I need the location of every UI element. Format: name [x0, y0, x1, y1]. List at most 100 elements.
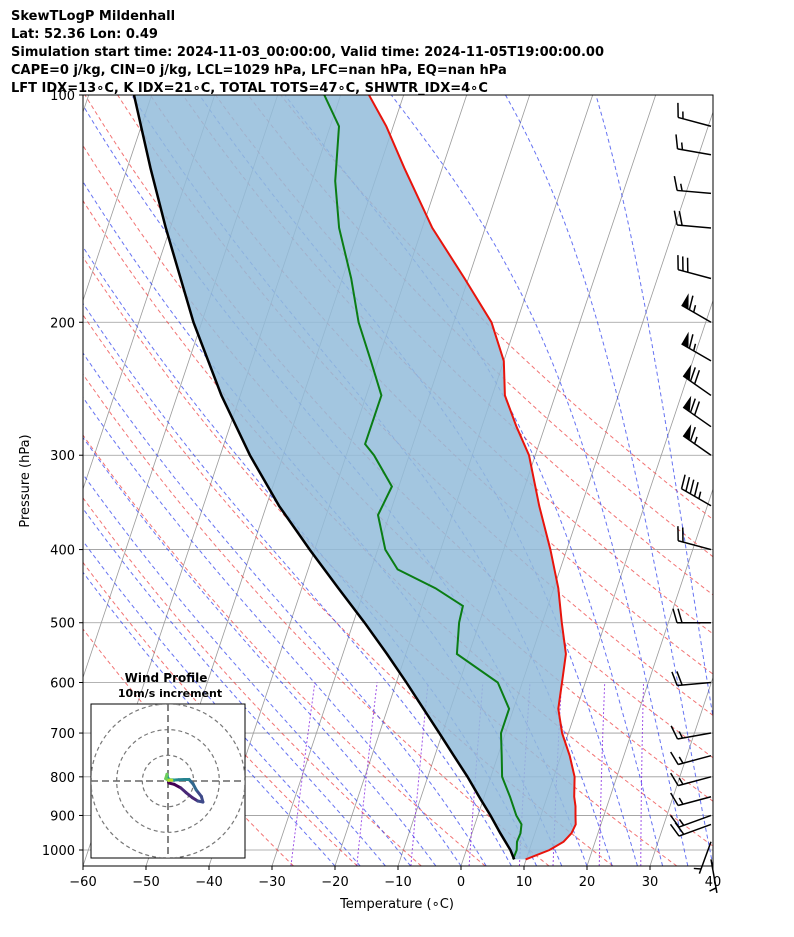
wind-barb	[670, 792, 712, 807]
barb-half	[693, 867, 702, 870]
moist-adiabat	[505, 95, 713, 866]
moist-adiabat	[83, 302, 512, 866]
barb-full	[693, 369, 701, 385]
axis-ticks: −60 −50 −40 −30 −20 −10 0 10 20 30 40 1000 900 800 700…	[42, 89, 721, 890]
barb-staff	[677, 732, 712, 740]
mixing-ratio-line	[598, 682, 606, 866]
mixing-ratio-line	[640, 682, 644, 866]
isotherm-line	[712, 864, 713, 866]
wind-barb	[682, 364, 712, 397]
wind-barb	[671, 671, 712, 687]
y-tick-label: 700	[50, 727, 75, 742]
wind-barb	[673, 176, 712, 195]
barb-full	[693, 481, 699, 497]
barb-staff	[678, 823, 712, 837]
barb-staff	[677, 795, 712, 807]
wind-barb	[680, 474, 712, 507]
x-tick-label: 40	[705, 875, 722, 890]
cape-cin-indices: CAPE=0 j/kg, CIN=0 j/kg, LCL=1029 hPa, L…	[11, 63, 507, 78]
wind-barb	[670, 751, 712, 766]
x-tick-label: 20	[579, 875, 596, 890]
barb-staff	[710, 859, 718, 893]
y-axis-label: Pressure (hPa)	[18, 434, 33, 527]
barb-half	[678, 819, 685, 826]
moist-adiabat	[83, 352, 487, 866]
dry-adiabat	[83, 373, 550, 866]
hodograph-inset: Wind Profile 10m/s increment	[90, 671, 246, 859]
barb-full	[670, 772, 679, 787]
barb-full	[677, 608, 683, 623]
barb-staff	[677, 776, 712, 787]
sounding-header: SkewTLogP Mildenhall Lat: 52.36 Lon: 0.4…	[11, 8, 604, 98]
barb-staff	[677, 224, 712, 229]
temperature-line	[368, 95, 577, 861]
wind-barb	[693, 841, 712, 874]
dry-adiabat	[83, 434, 486, 866]
barb-full	[678, 210, 683, 226]
y-tick-label: 300	[50, 449, 75, 464]
y-tick-label: 600	[50, 677, 75, 692]
barb-full	[670, 751, 679, 765]
barb-full	[689, 367, 696, 382]
y-tick-label: 200	[50, 316, 75, 331]
barb-half	[678, 797, 684, 805]
hodograph-title: Wind Profile	[125, 671, 208, 685]
barb-full	[670, 792, 679, 806]
barb-half	[698, 491, 702, 499]
wind-barbs	[669, 102, 718, 893]
moist-adiabat	[83, 507, 386, 866]
x-tick-label: −20	[321, 875, 348, 890]
barb-half	[678, 756, 684, 764]
y-tick-label: 900	[50, 809, 75, 824]
moist-adiabat	[83, 571, 336, 866]
wind-barb	[677, 255, 712, 280]
barb-flag	[683, 364, 692, 381]
barb-staff	[677, 681, 712, 687]
barb-full	[689, 479, 695, 494]
wind-barb	[669, 814, 712, 828]
wind-barb	[670, 772, 712, 787]
barb-staff	[677, 268, 712, 280]
y-tick-label: 800	[50, 771, 75, 786]
barb-flag	[683, 395, 692, 412]
barb-half	[692, 343, 697, 352]
isotherm-line	[649, 676, 713, 866]
dry-adiabat	[117, 95, 713, 716]
y-tick-label: 100	[50, 89, 75, 104]
mixing-ratio-line	[290, 682, 316, 866]
barb-full	[689, 398, 696, 413]
barb-full	[693, 401, 701, 416]
barb-full	[688, 334, 694, 349]
barb-full	[670, 725, 679, 740]
wind-barb	[682, 395, 712, 428]
barb-full	[673, 176, 678, 191]
barb-full	[676, 671, 683, 686]
moist-adiabat	[83, 396, 462, 866]
x-tick-label: −60	[69, 875, 96, 890]
lat-lon: Lat: 52.36 Lon: 0.49	[11, 27, 158, 42]
barb-half	[678, 731, 684, 739]
barb-full	[671, 671, 678, 686]
wind-barb	[677, 102, 712, 127]
isotherm-line	[586, 487, 713, 866]
barb-staff	[682, 375, 712, 397]
station-title: SkewTLogP Mildenhall	[11, 9, 176, 24]
x-tick-label: −10	[384, 875, 411, 890]
barb-full	[675, 134, 679, 149]
x-tick-label: 0	[457, 875, 465, 890]
barb-full	[673, 210, 678, 226]
x-axis-label: Temperature (∘C)	[339, 897, 454, 912]
parcel-line	[132, 95, 516, 860]
y-tick-label: 400	[50, 544, 75, 559]
x-tick-label: −40	[195, 875, 222, 890]
isotherm-line	[83, 95, 153, 302]
barb-staff	[698, 841, 712, 874]
barb-half	[680, 142, 684, 150]
barb-half	[679, 183, 683, 192]
x-tick-label: 10	[516, 875, 533, 890]
y-tick-label: 1000	[42, 844, 75, 859]
isotherm-line	[83, 95, 90, 114]
wind-barb	[673, 210, 712, 229]
wind-barb	[681, 331, 712, 362]
barb-full	[669, 814, 680, 828]
